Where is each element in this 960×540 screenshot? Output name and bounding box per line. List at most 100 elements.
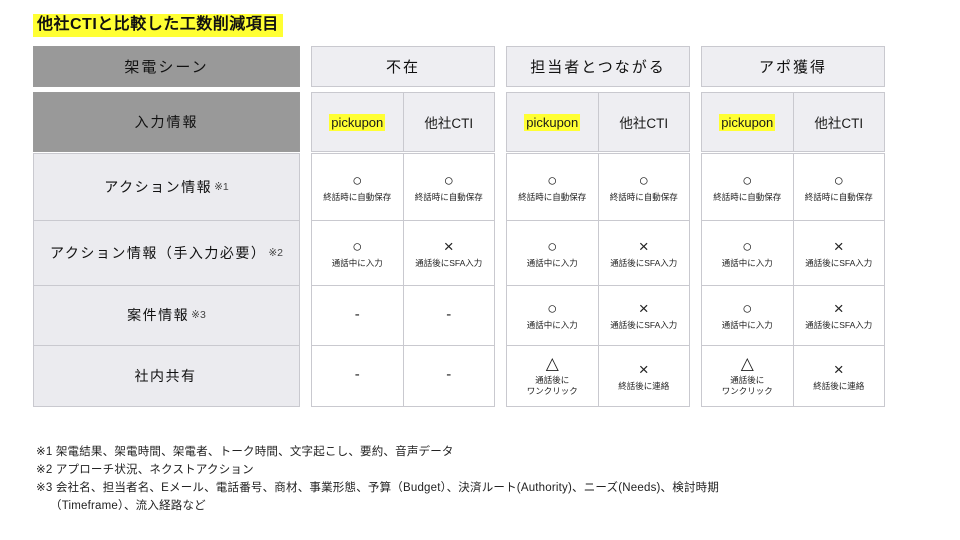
status-symbol: ○ [742,236,753,256]
vendor-other-label-1: 他社CTI [424,116,474,131]
table-cell: - [402,285,495,346]
cell-caption: 通話後に ワンクリック [526,375,578,396]
table-cell: △ 通話後に ワンクリック [506,345,599,407]
status-symbol: ○ [742,170,753,190]
scene-header-label: 架電シーン [124,59,209,76]
cell-caption: 通話後に ワンクリック [721,375,773,396]
row-label-internal-sharing: 社内共有 [33,345,300,407]
vendor-other-label-3: 他社CTI [814,116,864,131]
status-symbol: × [833,236,844,256]
cell-caption: 終話時に自動保存 [609,191,678,202]
status-symbol: △ [740,354,754,374]
table-cell: - [311,345,404,407]
cell-caption: 通話中に入力 [526,257,578,268]
footnote-3: ※3 会社名、担当者名、Eメール、電話番号、商材、事業形態、予算（Budget）… [36,482,720,495]
row-label-note: ※3 [191,309,206,322]
cell-caption: 通話後にSFA入力 [610,320,678,331]
status-symbol: ○ [742,299,753,319]
row-label-text: 案件情報 [127,307,190,324]
table-cell: △ 通話後に ワンクリック [701,345,794,407]
table-header-row-scenes: 架電シーン 不在 担当者とつながる アポ獲得 [33,46,885,87]
cell-caption: 通話中に入力 [721,320,773,331]
status-symbol: ○ [547,170,558,190]
scene-name-3: アポ獲得 [701,46,885,87]
vendor-pickupon-1: pickupon [311,92,404,152]
vendor-group-2: pickupon 他社CTI [506,92,690,152]
vendor-group-3: pickupon 他社CTI [701,92,885,152]
vendor-pickupon-label-2: pickupon [524,113,581,131]
status-symbol: × [833,299,844,319]
status-symbol: × [833,359,844,379]
scene-column-2: 担当者とつながる [506,46,690,87]
cell-caption: 終話後に連絡 [813,380,865,391]
vendor-pickupon-label-3: pickupon [719,113,776,131]
table-row: 案件情報 ※3 - - ○ 通話中に入力 [33,285,885,346]
page-title-container: 他社CTIと比較した工数削減項目 [33,14,283,38]
status-symbol: △ [545,354,559,374]
scene-name-2: 担当者とつながる [506,46,690,87]
status-symbol: × [638,359,649,379]
status-symbol: - [354,305,360,323]
cell-caption: 通話後にSFA入力 [805,320,873,331]
row-label-note: ※2 [268,246,283,259]
cell-caption: 通話後にSFA入力 [415,257,483,268]
table-cell: ○ 終話時に自動保存 [506,153,599,221]
status-symbol: - [354,366,360,383]
scene-column-3: アポ獲得 [701,46,885,87]
status-symbol: × [638,299,649,319]
cell-caption: 通話中に入力 [721,257,773,268]
status-symbol: × [638,236,649,256]
table-cell: × 終話後に連絡 [792,345,885,407]
status-symbol: ○ [352,170,363,190]
table-cell: × 通話後にSFA入力 [597,285,690,346]
table-cell: ○ 終話時に自動保存 [311,153,404,221]
cell-caption: 終話時に自動保存 [804,191,873,202]
row-label-text: アクション情報（手入力必要） [50,244,267,261]
vendor-pickupon-label-1: pickupon [329,113,386,131]
scene-column-1: 不在 [311,46,495,87]
table-cell: ○ 通話中に入力 [701,285,794,346]
cell-caption: 通話後にSFA入力 [805,257,873,268]
vendor-other-3: 他社CTI [792,92,885,152]
table-cell: × 通話後にSFA入力 [402,220,495,286]
table-row: アクション情報 ※1 ○ 終話時に自動保存 ○ 終話時に自動保存 ○ 終話時に [33,153,885,221]
table-cell: ○ 通話中に入力 [506,285,599,346]
vendor-pickupon-2: pickupon [506,92,599,152]
table-header-row-vendors: 入力情報 pickupon 他社CTI pickupon 他社CTI [33,92,885,152]
status-symbol: - [446,305,452,323]
page-title: 他社CTIと比較した工数削減項目 [33,14,283,38]
status-symbol: ○ [443,170,454,190]
status-symbol: × [443,236,454,256]
table-cell: ○ 終話時に自動保存 [402,153,495,221]
status-symbol: - [446,366,452,383]
table-cell: × 通話後にSFA入力 [597,220,690,286]
scene-name-1: 不在 [311,46,495,87]
table-cell: - [311,285,404,346]
status-symbol: ○ [638,170,649,190]
table-cell: ○ 通話中に入力 [701,220,794,286]
footnote-1: ※1 架電結果、架電時間、架電者、トーク時間、文字起こし、要約、音声データ [36,446,454,458]
cell-caption: 終話時に自動保存 [414,191,483,202]
input-info-header-cell: 入力情報 [33,92,300,152]
table-cell: × 通話後にSFA入力 [792,285,885,346]
status-symbol: ○ [547,236,558,256]
table-cell: ○ 通話中に入力 [506,220,599,286]
row-label-text: アクション情報 [104,178,213,195]
footnote-3-continued: （Timeframe）、流入経路など [50,500,206,513]
table-cell: ○ 通話中に入力 [311,220,404,286]
table-row: アクション情報（手入力必要） ※2 ○ 通話中に入力 × 通話後にSFA入力 ○ [33,220,885,286]
table-cell: ○ 終話時に自動保存 [597,153,690,221]
table-row: 社内共有 - - △ 通話後に ワンクリック [33,345,885,407]
row-label-deal-info: 案件情報 ※3 [33,285,300,346]
vendor-other-1: 他社CTI [402,92,495,152]
table-cell: × 終話後に連絡 [597,345,690,407]
status-symbol: ○ [352,236,363,256]
scene-header-cell: 架電シーン [33,46,300,87]
vendor-group-1: pickupon 他社CTI [311,92,495,152]
status-symbol: ○ [547,299,558,319]
row-label-action-info-manual: アクション情報（手入力必要） ※2 [33,220,300,286]
table-cell: - [402,345,495,407]
cell-caption: 通話中に入力 [331,257,383,268]
cell-caption: 終話時に自動保存 [323,191,392,202]
input-info-label: 入力情報 [134,114,199,130]
